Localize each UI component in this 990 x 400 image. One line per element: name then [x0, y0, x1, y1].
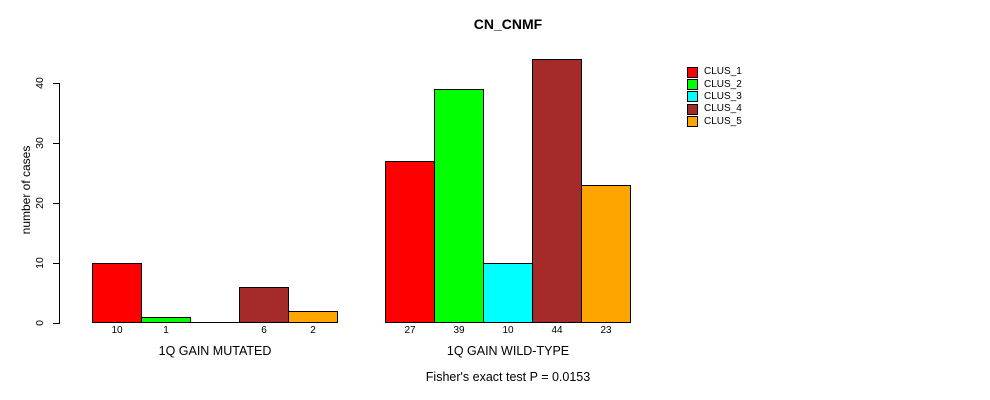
y-axis-tick-label: 10 [34, 257, 46, 269]
legend-label-clus_5: CLUS_5 [704, 115, 742, 127]
y-axis-tick [53, 83, 59, 84]
bar-clus_5-group1 [288, 311, 338, 323]
bar-clus_4-group1 [239, 287, 289, 323]
legend-swatch-clus_3 [687, 91, 698, 103]
fisher-test-annotation: Fisher's exact test P = 0.0153 [425, 370, 591, 384]
legend-swatch-clus_2 [687, 79, 698, 91]
bar-clus_2-group2 [434, 89, 484, 323]
bar-clus_1-group2 [385, 161, 435, 323]
legend-item-clus_5: CLUS_5 [687, 116, 742, 128]
y-axis-tick-label: 40 [34, 77, 46, 89]
legend-label-clus_3: CLUS_3 [704, 90, 742, 102]
bar-value-label: 10 [111, 325, 123, 336]
y-axis-line [59, 83, 60, 324]
bar-clus_3-group1 [190, 322, 240, 323]
legend-label-clus_1: CLUS_1 [704, 66, 742, 78]
bar-value-label: 44 [551, 325, 563, 336]
y-axis-tick-label: 0 [34, 320, 46, 326]
bar-clus_4-group2 [532, 59, 582, 323]
legend-swatch-clus_5 [687, 116, 698, 128]
bar-clus_5-group2 [581, 185, 631, 323]
x-group-label-wildtype: 1Q GAIN WILD-TYPE [446, 344, 570, 358]
legend-swatch-clus_1 [687, 66, 698, 78]
bar-clus_3-group2 [483, 263, 533, 323]
bar-clus_2-group1 [141, 317, 191, 323]
y-axis-tick [53, 263, 59, 264]
y-axis-label: number of cases [19, 145, 33, 235]
bar-value-label: 2 [310, 325, 316, 336]
bar-value-label: 6 [261, 325, 267, 336]
legend-item-clus_2: CLUS_2 [687, 78, 742, 91]
y-axis-tick-label: 30 [34, 137, 46, 149]
legend-swatch-clus_4 [687, 103, 698, 115]
bar-value-label: 23 [600, 325, 612, 336]
legend: CLUS_1 CLUS_2 CLUS_3 CLUS_4 CLUS_5 [687, 66, 742, 128]
bar-value-label: 1 [163, 325, 169, 336]
y-axis-tick [53, 323, 59, 324]
y-axis-tick-label: 20 [34, 197, 46, 209]
chart-title: CN_CNMF [473, 16, 543, 32]
x-group-label-mutated: 1Q GAIN MUTATED [158, 344, 272, 358]
bar-clus_1-group1 [92, 263, 142, 323]
legend-item-clus_3: CLUS_3 [687, 91, 742, 103]
y-axis-tick [53, 143, 59, 144]
bar-value-label: 10 [502, 325, 514, 336]
legend-label-clus_2: CLUS_2 [704, 78, 742, 90]
bar-value-label: 27 [404, 325, 416, 336]
bar-value-label: 39 [453, 325, 465, 336]
legend-item-clus_4: CLUS_4 [687, 103, 742, 115]
legend-label-clus_4: CLUS_4 [704, 103, 742, 115]
y-axis-tick [53, 203, 59, 204]
legend-item-clus_1: CLUS_1 [687, 66, 742, 78]
